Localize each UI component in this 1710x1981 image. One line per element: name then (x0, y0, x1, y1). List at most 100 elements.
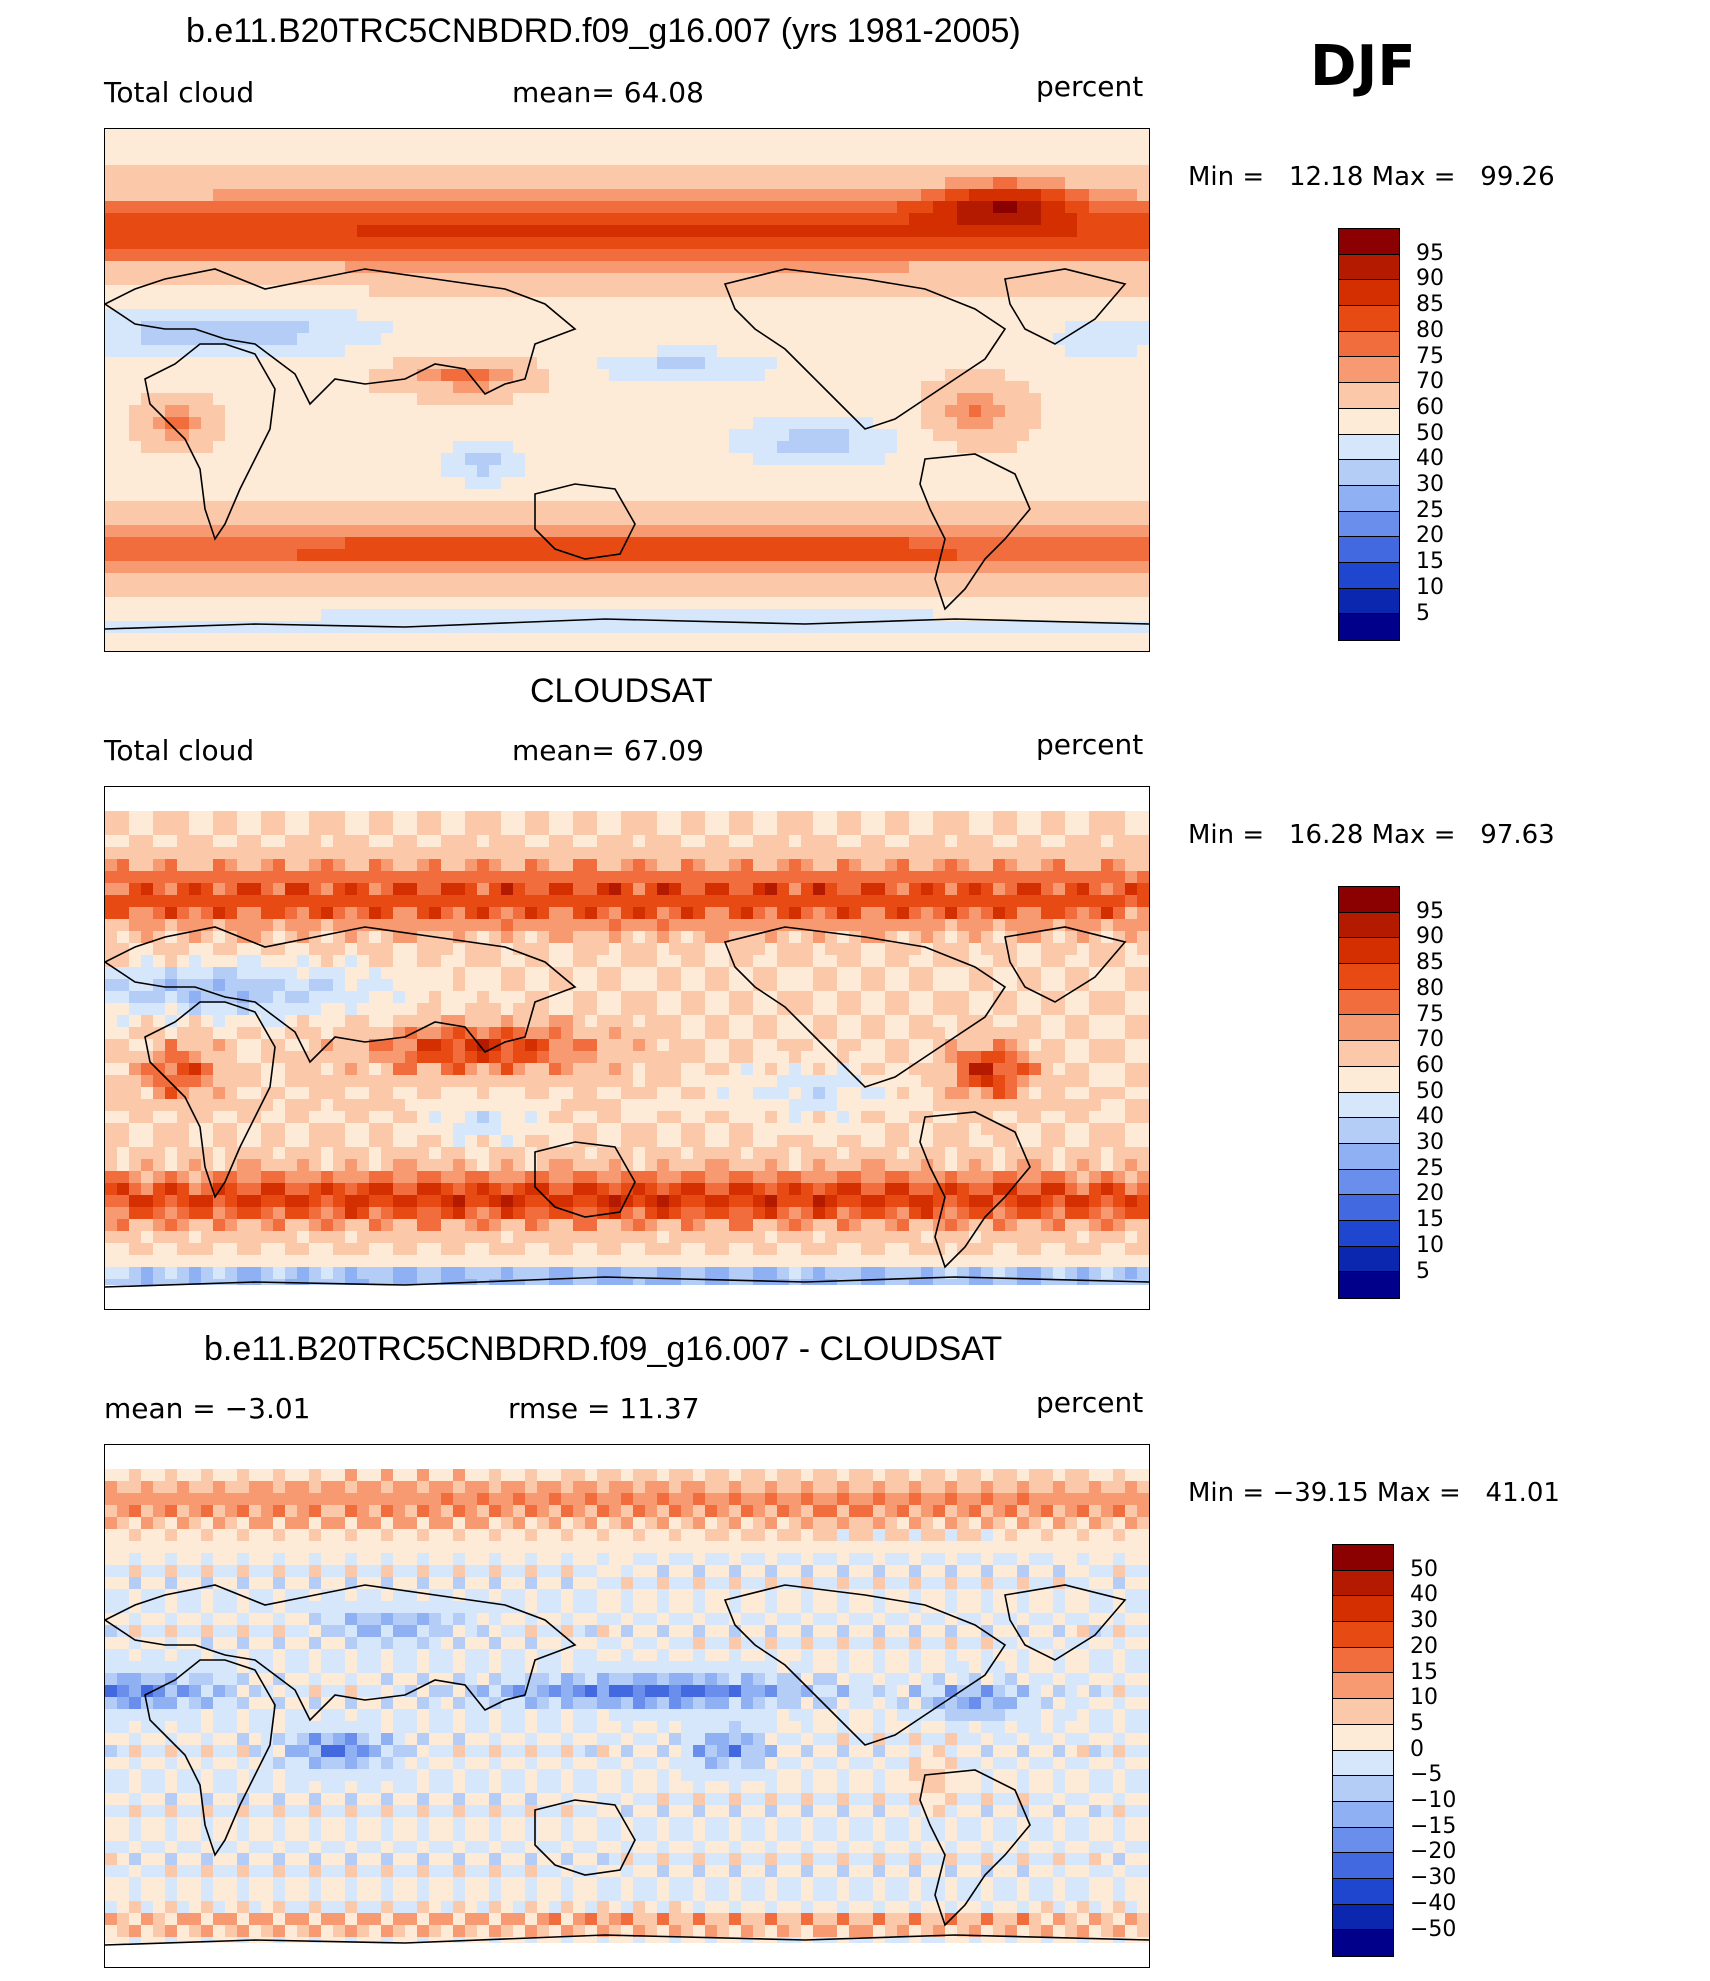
field-cell (645, 405, 658, 418)
field-cell (897, 441, 910, 454)
field-cell (417, 369, 430, 382)
field-cell (453, 633, 466, 646)
field-cell (141, 429, 154, 442)
field-cell (681, 297, 694, 310)
field-cell (933, 883, 946, 896)
field-cell (453, 621, 466, 634)
field-cell (957, 477, 970, 490)
field-cell (333, 537, 346, 550)
field-cell (789, 561, 802, 574)
field-cell (981, 895, 994, 908)
field-cell (381, 261, 394, 274)
field-cell (909, 393, 922, 406)
field-cell (909, 621, 922, 634)
field-cell (993, 549, 1006, 562)
field-cell (1077, 345, 1090, 358)
field-cell (897, 393, 910, 406)
field-cell (657, 393, 670, 406)
field-cell (705, 453, 718, 466)
field-cell (741, 429, 754, 442)
field-cell (645, 309, 658, 322)
field-cell (921, 429, 934, 442)
field-cell (117, 883, 130, 896)
field-cell (1113, 345, 1126, 358)
field-cell (1065, 237, 1078, 250)
field-cell (357, 369, 370, 382)
field-cell (981, 249, 994, 262)
field-cell (873, 931, 886, 944)
field-cell (633, 213, 646, 226)
field-cell (921, 633, 934, 646)
field-cell (993, 621, 1006, 634)
field-cell (657, 237, 670, 250)
field-cell (1137, 297, 1149, 310)
field-cell (249, 859, 262, 872)
field-cell (669, 417, 682, 430)
field-cell (381, 141, 394, 154)
field-cell (645, 919, 658, 932)
field-cell (597, 405, 610, 418)
field-cell (1053, 429, 1066, 442)
field-cell (741, 225, 754, 238)
field-cell (729, 609, 742, 622)
field-cell (657, 597, 670, 610)
field-cell (273, 597, 286, 610)
field-cell (993, 261, 1006, 274)
field-cell (285, 513, 298, 526)
field-cell (357, 285, 370, 298)
field-cell (309, 261, 322, 274)
field-cell (981, 501, 994, 514)
field-cell (885, 141, 898, 154)
field-cell (225, 369, 238, 382)
field-cell (621, 871, 634, 884)
field-cell (573, 537, 586, 550)
field-cell (921, 549, 934, 562)
field-cell (729, 477, 742, 490)
field-cell (513, 621, 526, 634)
field-cell (1113, 537, 1126, 550)
field-cell (153, 201, 166, 214)
field-cell (705, 261, 718, 274)
field-cell (525, 405, 538, 418)
field-cell (549, 823, 562, 836)
field-cell (153, 645, 166, 651)
field-cell (333, 513, 346, 526)
field-cell (225, 609, 238, 622)
field-cell (621, 465, 634, 478)
field-cell (321, 417, 334, 430)
field-cell (645, 859, 658, 872)
colorbar-tick-label: 10 (1416, 574, 1444, 600)
field-cell (393, 201, 406, 214)
field-cell (813, 549, 826, 562)
field-cell (1113, 561, 1126, 574)
field-cell (477, 261, 490, 274)
field-cell (1029, 249, 1042, 262)
field-cell (477, 561, 490, 574)
field-cell (249, 141, 262, 154)
field-cell (189, 537, 202, 550)
field-cell (249, 225, 262, 238)
field-cell (777, 823, 790, 836)
field-cell (393, 609, 406, 622)
field-cell (717, 405, 730, 418)
field-cell (225, 621, 238, 634)
field-cell (1077, 859, 1090, 872)
field-cell (969, 835, 982, 848)
field-cell (1101, 177, 1114, 190)
field-cell (1101, 381, 1114, 394)
field-cell (741, 165, 754, 178)
field-cell (489, 177, 502, 190)
field-cell (981, 561, 994, 574)
field-cell (993, 393, 1006, 406)
field-cell (921, 847, 934, 860)
field-cell (957, 285, 970, 298)
field-cell (585, 931, 598, 944)
field-cell (141, 835, 154, 848)
panel-2-variable: Total cloud (104, 734, 255, 767)
field-cell (153, 561, 166, 574)
field-cell (705, 309, 718, 322)
field-cell (129, 369, 142, 382)
field-cell (1041, 141, 1054, 154)
field-cell (333, 525, 346, 538)
field-cell (801, 189, 814, 202)
